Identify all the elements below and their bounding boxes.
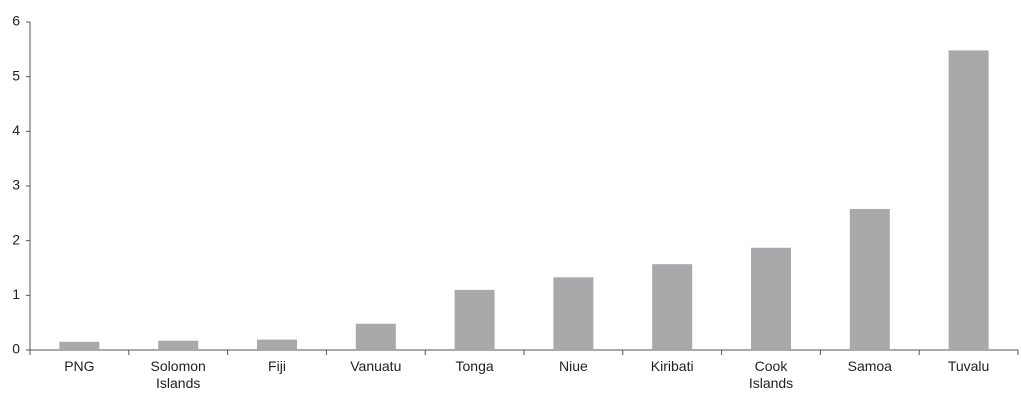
bar [652, 264, 693, 350]
x-tick-label: Vanuatu [350, 358, 402, 374]
y-tick-label: 6 [12, 13, 20, 29]
bar [948, 50, 989, 350]
bar [59, 341, 100, 350]
bar [849, 208, 890, 350]
y-tick-label: 0 [12, 341, 20, 357]
x-tick-label: Tuvalu [947, 358, 990, 374]
x-tick-label: PNG [64, 358, 95, 374]
x-tick-label: Solomon Islands [150, 358, 206, 391]
bar [553, 277, 594, 350]
bar [158, 340, 199, 350]
y-tick-label: 3 [12, 177, 20, 193]
y-tick-label: 4 [12, 122, 20, 138]
y-tick-label: 2 [12, 231, 20, 247]
x-tick-label: Fiji [268, 358, 286, 374]
bar [751, 247, 791, 350]
bar [257, 339, 297, 350]
bar [355, 323, 396, 350]
x-tick-label: Tonga [455, 358, 494, 374]
x-tick-label: Niue [558, 358, 588, 374]
bar [454, 289, 495, 350]
y-tick-label: 5 [12, 67, 20, 83]
x-tick-label: Kiribati [650, 358, 694, 374]
x-tick-label: Cook Islands [748, 358, 794, 391]
y-tick-label: 1 [12, 286, 20, 302]
x-tick-label: Samoa [847, 358, 892, 374]
